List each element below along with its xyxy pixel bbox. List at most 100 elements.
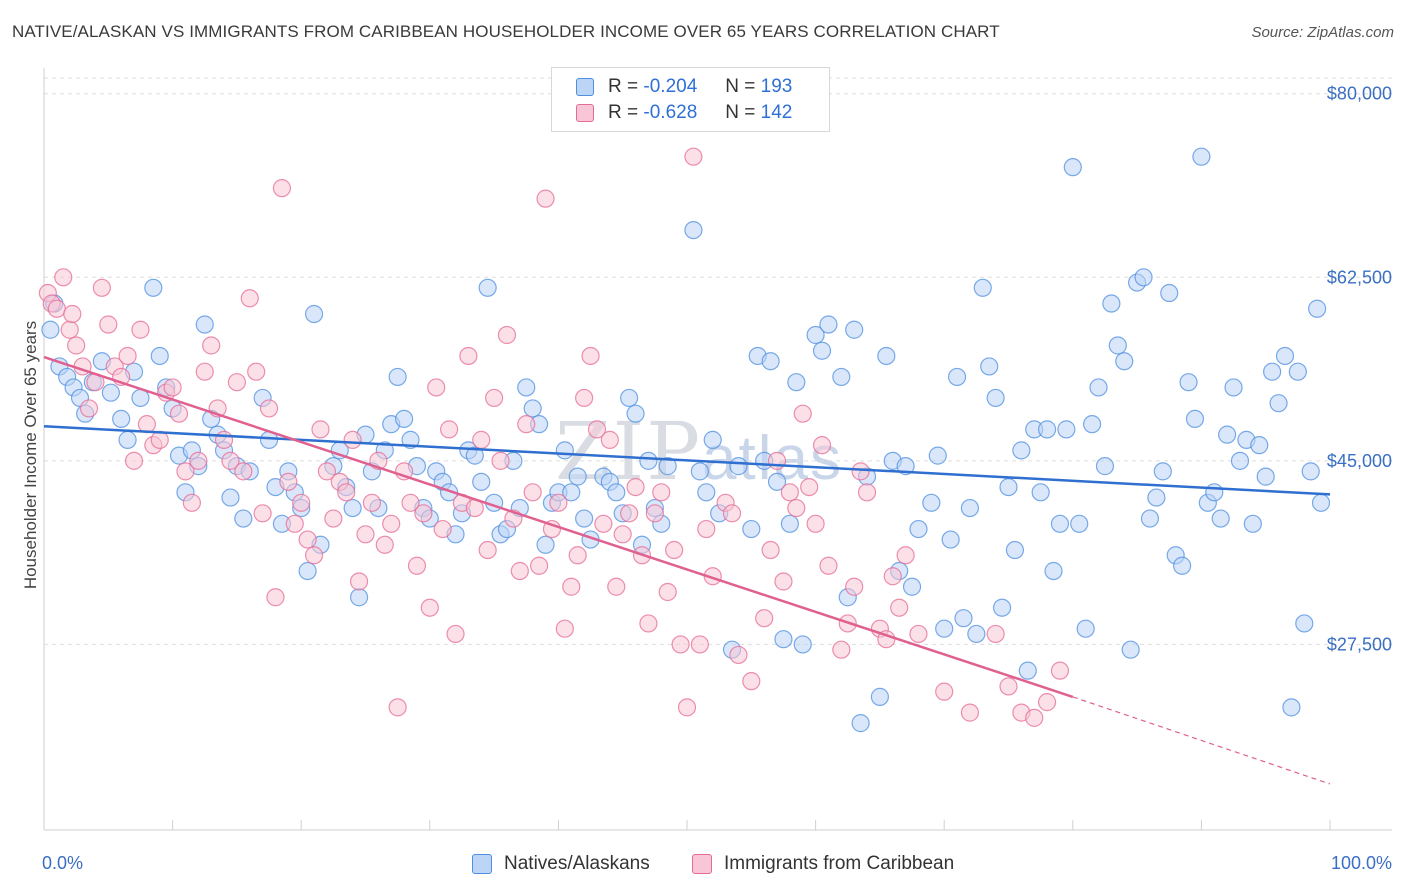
caribbean-point [742, 672, 761, 691]
caribbean-point [227, 373, 246, 392]
caribbean-point [857, 483, 877, 502]
caribbean-point [427, 378, 446, 397]
caribbean-point [401, 493, 420, 512]
caribbean-point [459, 346, 478, 366]
caribbean-point [645, 504, 664, 523]
natives-point [1082, 415, 1102, 434]
natives-point [935, 619, 954, 638]
natives-point [118, 430, 137, 449]
caribbean-point [433, 519, 452, 539]
caribbean-point [337, 483, 356, 502]
natives-point [845, 320, 864, 339]
caribbean-trend-extension [1072, 696, 1331, 785]
natives-point [909, 519, 928, 539]
natives-point [1037, 420, 1057, 439]
caribbean-point [253, 504, 272, 523]
natives-point [1115, 352, 1134, 371]
caribbean-point [510, 561, 529, 581]
caribbean-point [63, 304, 82, 324]
caribbean-point [587, 420, 607, 439]
legend-r-value: -0.204 [643, 76, 698, 97]
caribbean-point [67, 336, 86, 355]
natives-point [986, 388, 1005, 408]
caribbean-point [999, 677, 1018, 696]
natives-point [793, 635, 812, 654]
caribbean-point [639, 614, 658, 633]
caribbean-point [407, 556, 427, 575]
legend-r-label: R = [608, 76, 639, 97]
natives-point [1256, 467, 1275, 486]
natives-point [922, 493, 941, 512]
natives-point [1263, 362, 1282, 381]
caribbean-point [324, 509, 343, 528]
natives-point [1153, 462, 1172, 481]
caribbean-point [613, 525, 632, 544]
chart-source: Source: ZipAtlas.com [1251, 24, 1394, 41]
caribbean-point [658, 582, 677, 602]
caribbean-point [99, 315, 118, 334]
caribbean-point [247, 362, 266, 381]
natives-point [684, 220, 703, 240]
natives-point [465, 446, 484, 465]
natives-point [1140, 509, 1160, 528]
caribbean-point [375, 535, 394, 554]
natives-point [967, 624, 986, 644]
natives-point [1063, 158, 1082, 177]
natives-point [780, 514, 799, 533]
caribbean-point [189, 451, 208, 470]
caribbean-point [414, 504, 433, 523]
chart-title: NATIVE/ALASKAN VS IMMIGRANTS FROM CARIBB… [12, 22, 1000, 41]
natives-point [980, 357, 999, 376]
natives-point [1282, 698, 1301, 717]
legend-n-value: 193 [760, 76, 793, 97]
caribbean-point [47, 299, 66, 318]
natives-point [562, 483, 581, 502]
natives-point [1121, 640, 1140, 659]
caribbean-point [92, 278, 111, 297]
caribbean-point [304, 546, 324, 565]
caribbean-point [652, 483, 671, 502]
caribbean-point [536, 189, 555, 208]
x-tick-label-min: 0.0% [42, 853, 83, 873]
caribbean-point [131, 320, 150, 339]
natives-point [401, 430, 420, 449]
bottom-legend-caribbean: Immigrants from Caribbean [692, 852, 954, 876]
natives-point [896, 457, 915, 476]
caribbean-point [279, 472, 298, 491]
natives-point [1192, 147, 1211, 166]
natives-point [575, 509, 594, 528]
caribbean-point [883, 567, 902, 586]
caribbean-point [214, 430, 234, 449]
caribbean-point [890, 598, 909, 617]
natives-point [1031, 483, 1050, 502]
caribbean-point [1037, 693, 1057, 712]
natives-point [973, 278, 992, 297]
caribbean-point [523, 483, 542, 502]
natives-point [1218, 425, 1237, 444]
natives-point [1211, 509, 1230, 528]
natives-point [343, 498, 362, 518]
caribbean-point [530, 556, 549, 575]
caribbean-point [832, 640, 851, 659]
caribbean-point [124, 451, 144, 470]
legend-n-value: 142 [760, 102, 793, 123]
series-caribbean-points [38, 147, 1070, 727]
caribbean-point [266, 588, 285, 607]
natives-point [819, 315, 838, 334]
legend-swatch-blue [576, 78, 594, 96]
caribbean-point [356, 525, 375, 544]
natives-trend-line [43, 425, 1331, 496]
natives-point [1018, 661, 1037, 680]
caribbean-point [755, 609, 774, 628]
natives-point [703, 430, 722, 449]
caribbean-point [1025, 708, 1044, 727]
natives-point [536, 535, 555, 554]
natives-point [1250, 436, 1269, 455]
caribbean-point [317, 462, 337, 481]
trend-lines [43, 355, 1331, 785]
bottom-swatch-pink [692, 854, 712, 874]
caribbean-point [259, 399, 279, 418]
natives-point [870, 687, 890, 706]
caribbean-point [960, 703, 980, 722]
natives-point [607, 483, 626, 502]
